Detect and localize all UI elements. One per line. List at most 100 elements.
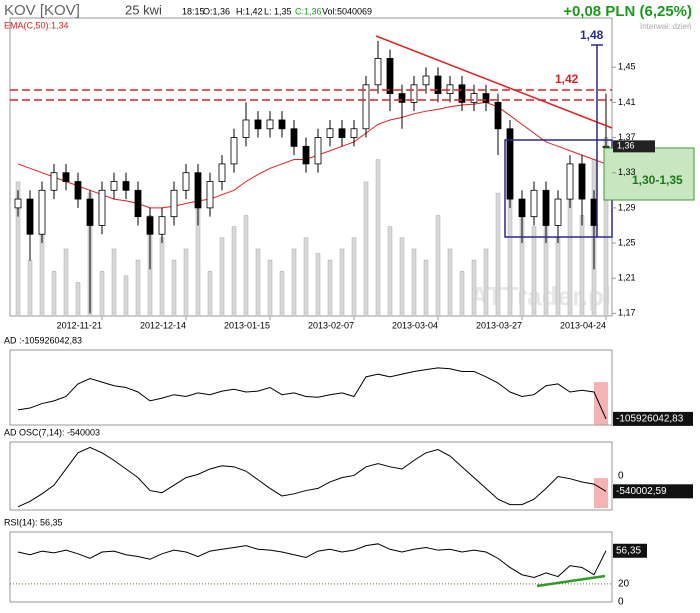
- highlight: [594, 478, 608, 508]
- candle-body: [98, 189, 106, 226]
- panel-title: AD OSC(7,14): -540003: [4, 427, 100, 437]
- candle-body: [74, 181, 82, 200]
- candle-body: [362, 84, 370, 130]
- volume-bar: [99, 271, 105, 317]
- candle-body: [338, 128, 346, 138]
- y-tick-label: 1,29: [618, 202, 636, 212]
- volume-bar: [483, 248, 489, 317]
- candle-body: [530, 189, 538, 218]
- date: 25 kwi: [125, 2, 162, 17]
- candle-body: [122, 181, 130, 191]
- volume-bar: [51, 271, 57, 317]
- annotation: 1,30-1,35: [632, 173, 683, 187]
- volume-bar: [423, 259, 429, 317]
- y-tick-label: 0: [618, 471, 624, 482]
- interval: Interwał: dzień: [640, 22, 692, 31]
- candle-body: [518, 198, 526, 218]
- volume-bar: [75, 282, 81, 317]
- ema-line: [17, 101, 607, 209]
- panel-title: RSI(14): 56,35: [4, 517, 63, 527]
- indicator-line: [17, 543, 607, 578]
- change: +0,08 PLN (6,25%): [563, 3, 692, 20]
- y-tick-label: 1,37: [618, 132, 636, 142]
- range-label-box: [603, 147, 695, 201]
- candle-body: [350, 128, 358, 138]
- candle-body: [446, 84, 454, 94]
- volume-bar: [399, 237, 405, 317]
- volume-bar: [255, 248, 261, 317]
- x-tick-label: 2013-03-27: [476, 320, 522, 330]
- last-value-box: [613, 484, 693, 499]
- candle-body: [374, 58, 382, 86]
- candle-body: [206, 181, 214, 209]
- volume-bar: [411, 248, 417, 317]
- candle-body: [266, 119, 274, 130]
- volume-bar: [207, 271, 213, 317]
- candle-body: [398, 93, 406, 103]
- volume-bar: [363, 181, 369, 317]
- time: 18:15: [182, 6, 205, 16]
- candle-body: [554, 198, 562, 226]
- open: O:1,36: [203, 6, 230, 16]
- y-tick-label: 20: [618, 578, 630, 589]
- trend-line: [375, 35, 613, 129]
- candle-body: [482, 93, 490, 103]
- y-tick-label: 1,33: [618, 167, 636, 177]
- candle-body: [134, 189, 142, 218]
- candle-body: [50, 172, 58, 191]
- y-tick-label: 1,17: [618, 308, 636, 318]
- y-tick-label: 1,41: [618, 97, 636, 107]
- candle-body: [290, 128, 298, 147]
- ema-label: EMA(C,50):1,34: [4, 20, 69, 30]
- candle-body: [62, 172, 70, 182]
- candle-body: [422, 75, 430, 86]
- volume-bar: [339, 248, 345, 317]
- annotations: 1,42 1,48 1,30-1,35: [10, 28, 695, 588]
- candle-body: [494, 101, 502, 130]
- candle-body: [326, 128, 334, 138]
- candle-body: [86, 198, 94, 226]
- last-value-box: [613, 411, 693, 426]
- candle-body: [410, 84, 418, 103]
- candle-body: [590, 198, 598, 226]
- annotation: 1,42: [555, 72, 579, 86]
- high: H:1,42: [236, 6, 263, 16]
- x-tick-label: 2013-01-15: [224, 320, 270, 330]
- volume-bar: [447, 248, 453, 317]
- volume-bar: [459, 271, 465, 317]
- candle-body: [26, 198, 34, 235]
- volume-bar: [15, 181, 21, 317]
- x-tick-label: 2012-11-21: [57, 320, 102, 330]
- candle-body: [38, 189, 46, 235]
- volume-bar: [159, 237, 165, 317]
- rsi-panel: [9, 531, 613, 603]
- volume-bar: [267, 259, 273, 317]
- x-tick-label: 2012-12-14: [140, 320, 186, 330]
- candle-body: [182, 172, 190, 191]
- volume-bar: [243, 215, 249, 317]
- volume-bar: [291, 248, 297, 317]
- candle-body: [146, 216, 154, 235]
- volume-bar: [375, 159, 381, 317]
- last-price-label: 1,36: [617, 141, 635, 151]
- candle-body: [458, 84, 466, 103]
- volume-bar: [183, 248, 189, 317]
- volume-bar: [435, 215, 441, 317]
- main-marks: [14, 40, 610, 317]
- ad-panel: [9, 349, 613, 426]
- rsi-trend: [536, 574, 606, 588]
- volume-bar: [63, 248, 69, 317]
- indicator-line: [17, 446, 607, 508]
- volume-bar: [471, 259, 477, 317]
- x-tick-label: 2013-02-07: [308, 320, 354, 330]
- volume-bar: [279, 271, 285, 317]
- y-tick-label: 1,25: [618, 237, 636, 247]
- candle-body: [506, 128, 514, 200]
- candle-body: [218, 163, 226, 182]
- candle-body: [230, 137, 238, 165]
- close: C:1,36: [295, 6, 322, 16]
- volume-bar: [135, 259, 141, 317]
- volume-bar: [27, 259, 33, 317]
- candle-body: [278, 119, 286, 130]
